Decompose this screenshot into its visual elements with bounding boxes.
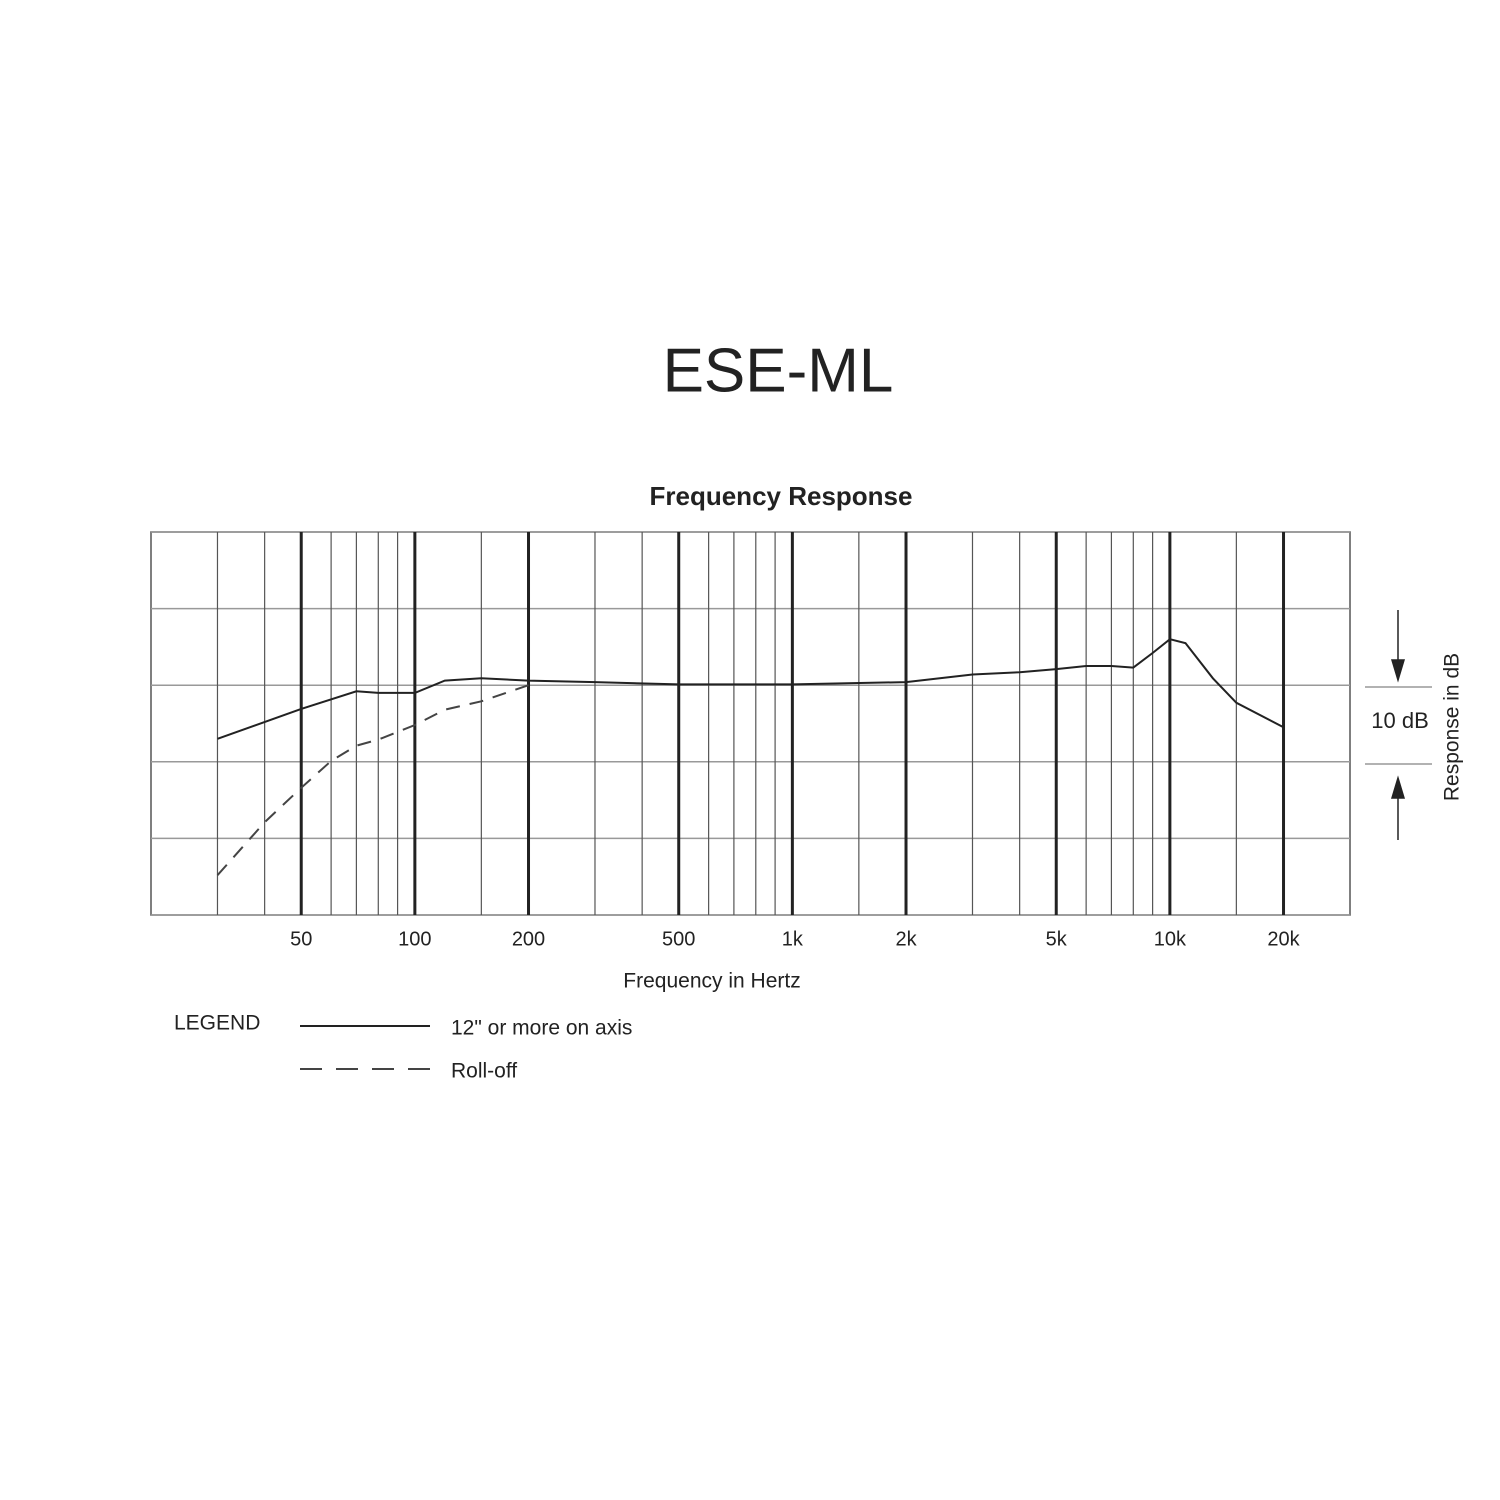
legend-title: LEGEND [174, 1012, 260, 1035]
scale-annotation: 10 dB [1371, 708, 1429, 733]
y-axis-label: Response in dB [1441, 653, 1464, 801]
x-tick-label: 50 [290, 928, 312, 950]
x-tick-label: 20k [1267, 928, 1300, 950]
x-tick-label: 200 [512, 928, 545, 950]
series-line [217, 638, 1284, 740]
scale-arrowhead [1390, 659, 1406, 683]
scale-indicator [1365, 610, 1432, 840]
legend-label: Roll-off [451, 1060, 517, 1083]
scale-arrowhead [1390, 775, 1406, 799]
x-tick-label: 500 [662, 928, 695, 950]
x-tick-label: 100 [398, 928, 431, 950]
x-tick-label: 1k [782, 928, 804, 950]
x-tick-label: 5k [1046, 928, 1068, 950]
chart-title: ESE-ML [663, 336, 894, 405]
chart-subtitle: Frequency Response [650, 481, 913, 511]
series-line [216, 684, 529, 876]
legend-label: 12" or more on axis [451, 1017, 632, 1040]
x-tick-label: 10k [1154, 928, 1187, 950]
x-tick-label: 2k [895, 928, 917, 950]
x-axis-label: Frequency in Hertz [623, 970, 800, 993]
